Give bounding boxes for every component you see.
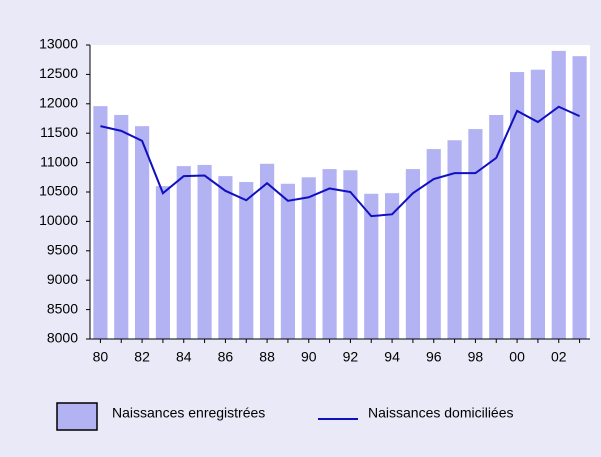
x-tick-label: 98 <box>468 349 484 365</box>
y-tick-label: 11000 <box>40 153 78 169</box>
x-tick-label: 96 <box>426 349 442 365</box>
bar <box>364 193 379 339</box>
bar <box>405 169 420 339</box>
bar <box>135 126 150 339</box>
bar <box>343 170 358 339</box>
y-tick-label: 13000 <box>39 36 78 52</box>
y-tick-label: 8500 <box>47 300 78 316</box>
bar <box>114 114 129 339</box>
bar <box>239 182 254 339</box>
x-tick-label: 86 <box>218 349 234 365</box>
x-tick-label: 94 <box>384 349 400 365</box>
y-tick-label: 10000 <box>39 212 78 228</box>
line <box>100 105 580 218</box>
bar <box>510 72 525 339</box>
bar <box>426 149 441 339</box>
legend-swatch <box>56 402 98 431</box>
y-tick-label: 11500 <box>40 124 78 140</box>
bar <box>280 183 295 339</box>
y-tick-label: 9000 <box>47 271 78 287</box>
bar <box>530 69 545 340</box>
bar <box>93 106 108 339</box>
bar <box>176 166 191 339</box>
y-tick-label: 12500 <box>39 65 78 81</box>
bar <box>468 129 483 339</box>
bar <box>385 193 400 339</box>
legend-label: Naissances domiciliées <box>368 405 514 421</box>
x-tick-label: 92 <box>343 349 359 365</box>
bar <box>572 56 587 340</box>
bar <box>260 163 275 339</box>
legend-label: Naissances enregistrées <box>112 405 265 421</box>
bar <box>301 177 316 339</box>
x-tick-label: 88 <box>259 349 275 365</box>
x-tick-label: 00 <box>509 349 525 365</box>
bar <box>447 140 462 339</box>
x-tick-label: 90 <box>301 349 317 365</box>
x-tick-label: 82 <box>134 349 150 365</box>
bar <box>197 164 212 339</box>
bar <box>155 186 170 339</box>
bar <box>322 169 337 339</box>
x-tick-label: 80 <box>93 349 109 365</box>
bar <box>551 50 566 339</box>
plot-area <box>90 45 590 339</box>
y-tick-label: 10500 <box>39 183 78 199</box>
bar <box>489 114 504 339</box>
x-tick-label: 02 <box>551 349 567 365</box>
y-tick-label: 9500 <box>47 242 78 258</box>
bar <box>218 176 233 339</box>
y-tick-label: 12000 <box>39 95 78 111</box>
y-tick-label: 8000 <box>47 330 78 346</box>
x-tick-label: 84 <box>176 349 192 365</box>
